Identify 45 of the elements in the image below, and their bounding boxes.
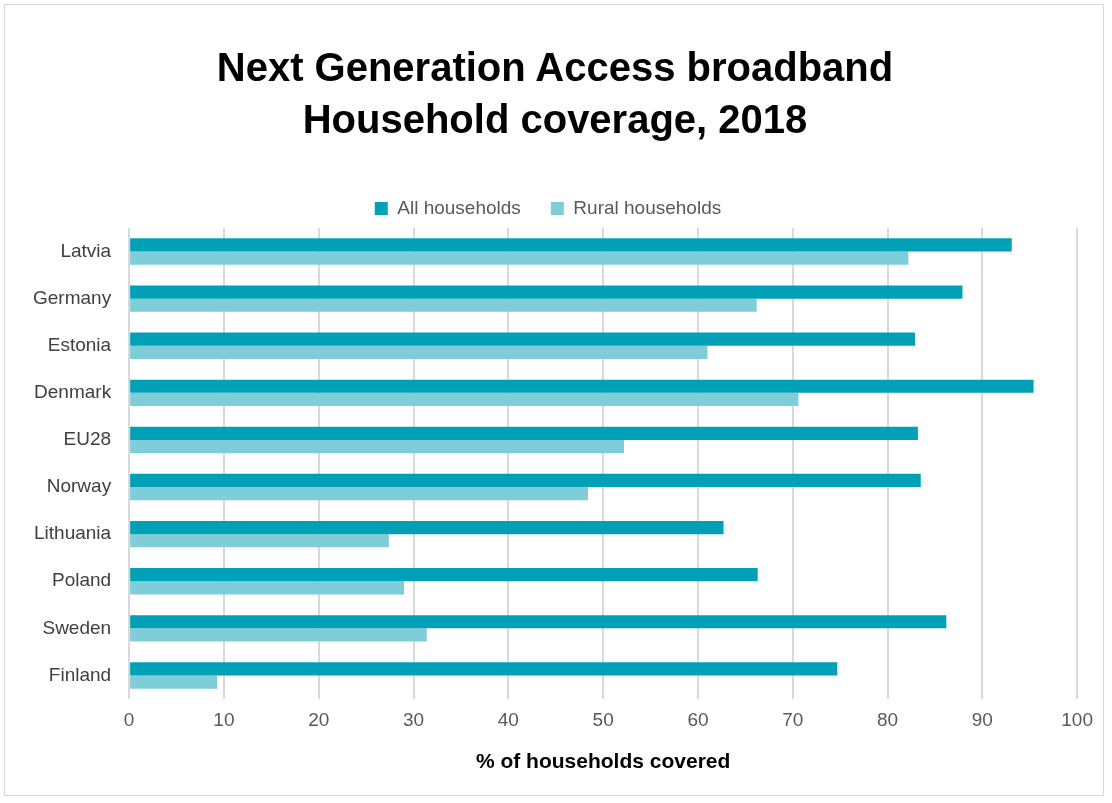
bar <box>130 285 963 299</box>
x-tick-label: 0 <box>123 708 135 730</box>
chart-title: Next Generation Access broadband Household coverage, 2018 <box>215 44 895 143</box>
y-tick-label: Finland <box>48 663 112 685</box>
bar <box>130 628 427 642</box>
x-tick-label: 20 <box>308 708 330 730</box>
y-tick-label: Norway <box>46 475 112 497</box>
y-tick-label: Estonia <box>47 333 112 355</box>
bar <box>130 426 918 440</box>
y-tick-label: EU28 <box>63 428 112 450</box>
bar <box>130 392 799 407</box>
y-tick-label: Latvia <box>60 239 112 261</box>
x-tick-label: 80 <box>876 708 899 730</box>
x-tick-label: 30 <box>402 708 425 730</box>
x-tick-label: 100 <box>1061 708 1093 730</box>
y-tick-label: Germany <box>32 286 112 308</box>
x-tick-label: 40 <box>497 708 519 730</box>
bar <box>130 534 389 548</box>
legend-label: Rural households <box>573 196 722 218</box>
bar <box>130 332 916 346</box>
bar <box>130 581 405 595</box>
bar <box>130 487 588 501</box>
bar <box>130 251 909 265</box>
x-tick-label: 50 <box>592 708 614 730</box>
bar <box>130 568 758 582</box>
x-tick-label: 10 <box>213 708 235 730</box>
x-axis-title: % of households covered <box>475 749 731 773</box>
x-tick-label: 90 <box>971 708 993 730</box>
legend-label: All households <box>397 196 521 218</box>
y-tick-label: Denmark <box>34 381 112 403</box>
bar <box>130 238 1012 252</box>
y-tick-label: Poland <box>51 569 112 591</box>
x-tick-label: 60 <box>687 708 709 730</box>
y-tick-label: Sweden <box>42 616 112 638</box>
bar <box>130 520 724 535</box>
x-tick-label: 70 <box>782 708 804 730</box>
bar <box>130 675 218 689</box>
y-tick-label: Lithuania <box>34 522 112 544</box>
bar <box>130 298 757 312</box>
bar <box>130 439 624 454</box>
bar <box>130 473 921 488</box>
bar <box>130 345 708 359</box>
bar <box>130 379 1034 393</box>
bar <box>130 662 838 676</box>
bar <box>130 615 947 629</box>
